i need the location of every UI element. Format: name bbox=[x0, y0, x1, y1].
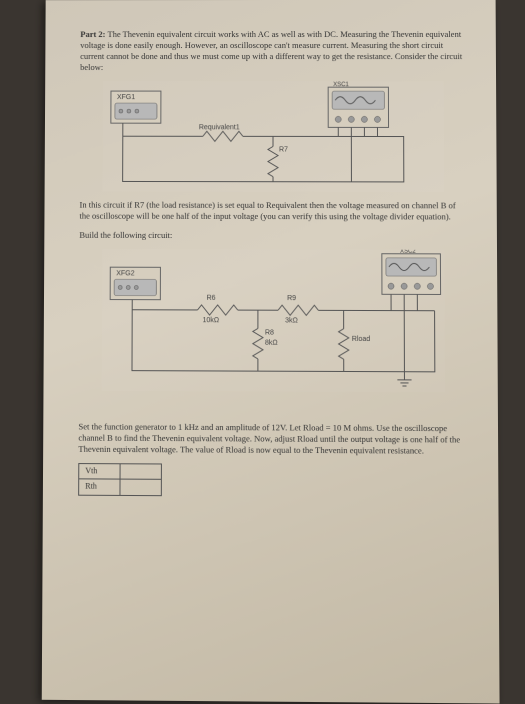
r7-label: R7 bbox=[279, 146, 288, 153]
r6-label: R6 bbox=[206, 295, 215, 302]
worksheet-page: Part 2: The Thevenin equivalent circuit … bbox=[42, 0, 500, 704]
part2-title: Part 2: bbox=[80, 29, 105, 39]
xfg2-label: XFG2 bbox=[116, 270, 134, 277]
instructions: Set the function generator to 1 kHz and … bbox=[78, 421, 467, 457]
rth-value bbox=[120, 479, 161, 495]
xsc2-label: XSC2 bbox=[399, 249, 415, 255]
part2-intro: Part 2: The Thevenin equivalent circuit … bbox=[80, 28, 466, 72]
req-label: Requivalent1 bbox=[198, 124, 239, 131]
r9-label: R9 bbox=[287, 295, 296, 302]
vth-label: Vth bbox=[79, 464, 120, 480]
circuit-2: XFG2 XSC2 R6 10kΩ R9 3kΩ bbox=[101, 249, 444, 392]
xfg1-label: XFG1 bbox=[116, 94, 134, 101]
part2-intro-text: The Thevenin equivalent circuit works wi… bbox=[80, 28, 462, 71]
vth-value bbox=[120, 464, 161, 480]
results-table: Vth Rth bbox=[78, 463, 162, 496]
build-label: Build the following circuit: bbox=[79, 230, 466, 242]
r9-val: 3kΩ bbox=[285, 317, 298, 324]
r8-label: R8 bbox=[264, 329, 273, 336]
rth-label: Rth bbox=[79, 479, 120, 495]
rload-label: Rload bbox=[351, 336, 370, 343]
circuit-1: XFG1 XSC1 Requivalent1 R7 bbox=[102, 81, 444, 192]
r6-val: 10kΩ bbox=[202, 317, 219, 324]
xsc1-label: XSC1 bbox=[333, 82, 349, 88]
mid-explain: In this circuit if R7 (the load resistan… bbox=[79, 199, 466, 222]
r8-val: 8kΩ bbox=[264, 339, 277, 346]
